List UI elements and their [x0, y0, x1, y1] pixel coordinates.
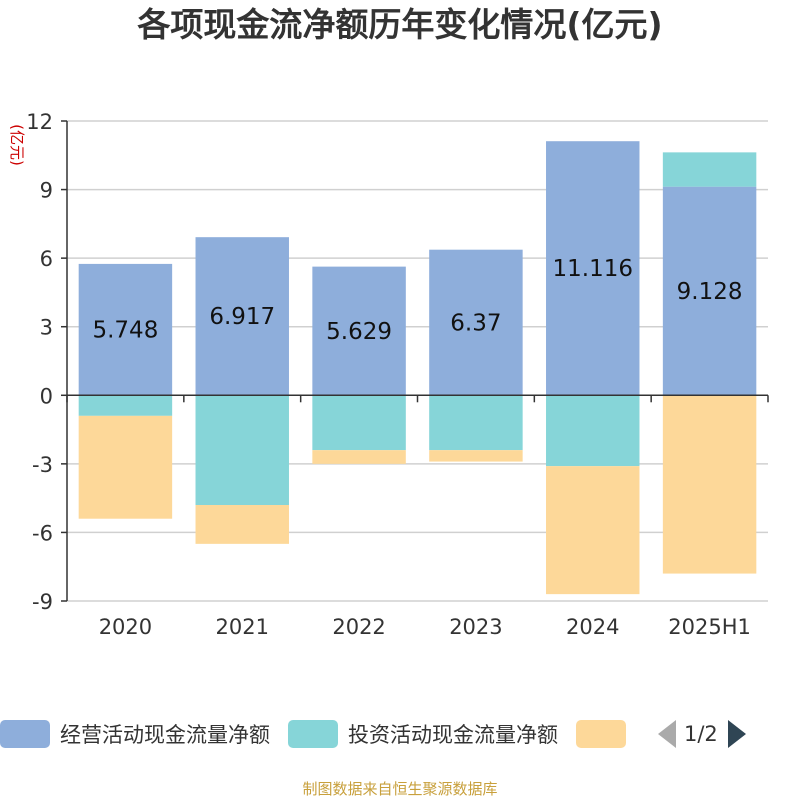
x-tick-label: 2023	[449, 615, 502, 639]
bar-1-2025H1[interactable]	[662, 186, 757, 396]
bar-2-2021[interactable]	[195, 395, 289, 505]
bar-2-2022[interactable]	[312, 395, 406, 451]
legend-label-operating: 经营活动现金流量净额	[60, 723, 270, 747]
source-note: 制图数据来自恒生聚源数据库	[302, 780, 498, 798]
legend-label-investing: 投资活动现金流量净额	[348, 723, 558, 747]
y-tick-label: 9	[40, 179, 53, 203]
legend-swatch-operating	[0, 720, 50, 748]
y-tick-label: 6	[40, 247, 53, 271]
bar-2-2020[interactable]	[78, 395, 173, 416]
y-tick-label: -3	[32, 453, 53, 477]
data-label-2020: 5.748	[92, 318, 158, 344]
bar-3-2023[interactable]	[429, 450, 523, 462]
legend-item-operating[interactable]: 经营活动现金流量净额	[0, 719, 270, 749]
legend: 经营活动现金流量净额 投资活动现金流量净额 1/2	[0, 716, 800, 752]
x-tick-label: 2021	[216, 615, 269, 639]
y-tick-label: 3	[40, 316, 53, 340]
x-tick-label: 2024	[566, 615, 619, 639]
bar-3-2024[interactable]	[546, 466, 640, 595]
bar-1-2021[interactable]	[195, 237, 289, 396]
bar-3-2021[interactable]	[195, 505, 289, 544]
bar-2-2023[interactable]	[429, 395, 523, 451]
y-tick-label: 12	[26, 110, 53, 134]
data-label-2023: 6.37	[450, 310, 501, 336]
legend-pager: 1/2	[658, 720, 746, 748]
legend-prev-icon[interactable]	[658, 720, 676, 748]
bar-1-2024[interactable]	[546, 141, 640, 396]
bar-1-2020[interactable]	[78, 263, 173, 396]
y-tick-label: -6	[32, 521, 53, 545]
axes: 12 9 6 3 0 -3 -6 -9 2020 2021 2022 2023 2024 2025H1	[26, 110, 769, 639]
data-label-2021: 6.917	[209, 304, 275, 330]
bar-2-2024[interactable]	[546, 395, 640, 467]
grid-lines	[67, 120, 768, 602]
chart-title: 各项现金流净额历年变化情况(亿元)	[136, 5, 662, 44]
data-label-2022: 5.629	[326, 319, 392, 345]
data-label-2024: 11.116	[553, 256, 633, 282]
legend-swatch-financing	[576, 720, 626, 748]
legend-page-indicator: 1/2	[684, 722, 718, 746]
bar-1-2022[interactable]	[312, 266, 406, 396]
data-labels: 5.748 6.917 5.629 6.37 11.116 9.128	[92, 256, 742, 345]
legend-next-icon[interactable]	[727, 720, 746, 748]
x-tick-label: 2025H1	[668, 615, 751, 639]
y-axis-label: (亿元)	[8, 124, 26, 166]
bar-2-2025H1[interactable]	[662, 152, 757, 187]
legend-item-investing[interactable]: 投资活动现金流量净额	[288, 719, 558, 749]
bar-3-2025H1[interactable]	[662, 395, 757, 574]
data-label-2025H1: 9.128	[677, 279, 743, 305]
legend-swatch-investing	[288, 720, 338, 748]
bar-1-2023[interactable]	[429, 249, 523, 396]
bar-3-2022[interactable]	[312, 450, 406, 464]
x-tick-label: 2022	[332, 615, 385, 639]
bars	[78, 141, 757, 595]
y-tick-label: 0	[40, 384, 53, 408]
legend-item-financing[interactable]	[576, 720, 636, 748]
y-tick-label: -9	[32, 590, 53, 614]
bar-3-2020[interactable]	[78, 415, 173, 519]
x-tick-label: 2020	[99, 615, 152, 639]
